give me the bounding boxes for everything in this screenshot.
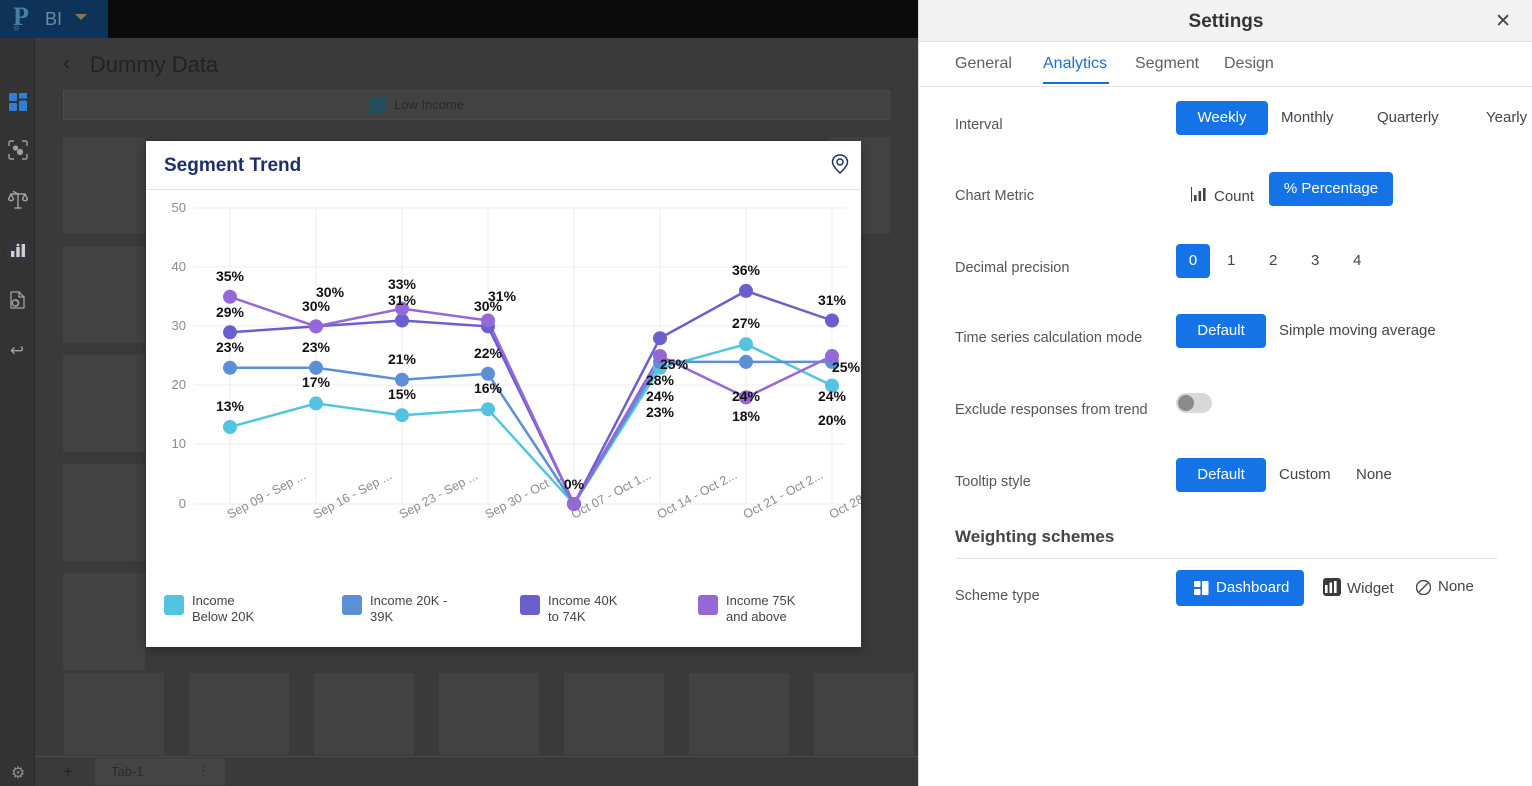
svg-text:31%: 31% bbox=[818, 292, 847, 308]
svg-text:22%: 22% bbox=[474, 345, 503, 361]
svg-text:30: 30 bbox=[172, 318, 186, 333]
svg-text:25%: 25% bbox=[832, 359, 861, 375]
svg-text:0%: 0% bbox=[564, 476, 585, 492]
svg-text:35%: 35% bbox=[216, 268, 245, 284]
svg-text:31%: 31% bbox=[388, 292, 417, 308]
svg-text:40: 40 bbox=[172, 259, 186, 274]
svg-text:Oct 14 - Oct 2...: Oct 14 - Oct 2... bbox=[655, 468, 739, 522]
svg-text:25%: 25% bbox=[660, 356, 689, 372]
svg-text:18%: 18% bbox=[732, 408, 761, 424]
svg-text:Sep 23 - Sep ...: Sep 23 - Sep ... bbox=[397, 469, 480, 522]
svg-text:20%: 20% bbox=[818, 412, 847, 428]
svg-text:20: 20 bbox=[172, 377, 186, 392]
svg-text:23%: 23% bbox=[646, 404, 675, 420]
svg-text:33%: 33% bbox=[388, 276, 417, 292]
svg-text:36%: 36% bbox=[732, 262, 761, 278]
svg-text:Sep 16 - Sep ...: Sep 16 - Sep ... bbox=[311, 469, 394, 522]
svg-text:0: 0 bbox=[179, 496, 186, 511]
svg-text:Oct 21 - Oct 2...: Oct 21 - Oct 2... bbox=[741, 468, 825, 522]
svg-text:17%: 17% bbox=[302, 374, 331, 390]
svg-text:16%: 16% bbox=[474, 380, 503, 396]
svg-text:24%: 24% bbox=[818, 388, 847, 404]
svg-text:21%: 21% bbox=[388, 351, 417, 367]
svg-text:23%: 23% bbox=[302, 339, 331, 355]
svg-text:27%: 27% bbox=[732, 315, 761, 331]
svg-text:24%: 24% bbox=[732, 388, 761, 404]
svg-text:31%: 31% bbox=[488, 288, 517, 304]
svg-text:Sep 09 - Sep ...: Sep 09 - Sep ... bbox=[225, 469, 308, 522]
svg-text:23%: 23% bbox=[216, 339, 245, 355]
svg-text:30%: 30% bbox=[316, 284, 345, 300]
svg-text:30%: 30% bbox=[302, 298, 331, 314]
svg-text:15%: 15% bbox=[388, 386, 417, 402]
svg-text:24%: 24% bbox=[646, 388, 675, 404]
svg-text:29%: 29% bbox=[216, 304, 245, 320]
svg-text:28%: 28% bbox=[646, 372, 675, 388]
svg-text:50: 50 bbox=[172, 200, 186, 215]
svg-text:10: 10 bbox=[172, 436, 186, 451]
svg-text:13%: 13% bbox=[216, 398, 245, 414]
